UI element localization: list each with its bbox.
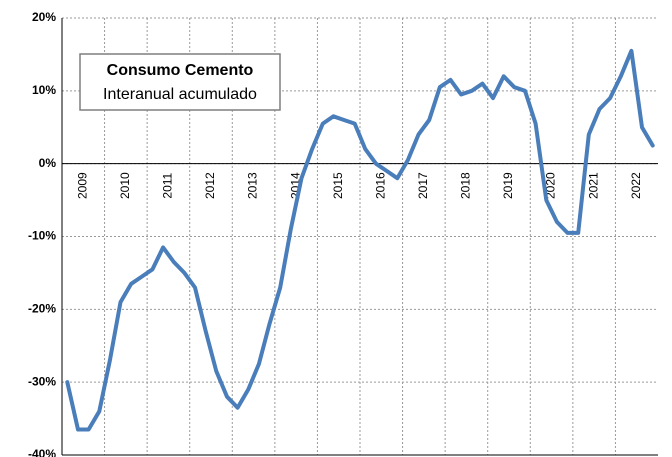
chart-title: Consumo Cemento (107, 62, 254, 79)
title-box (79, 53, 281, 111)
x-tick-label: 2015 (331, 172, 345, 199)
y-tick-label: 0% (39, 156, 57, 170)
x-tick-label: 2017 (416, 172, 430, 199)
y-tick-label: -40% (28, 447, 56, 457)
x-tick-label: 2021 (586, 172, 600, 199)
x-tick-label: 2012 (203, 172, 217, 199)
y-tick-label: 20% (32, 10, 56, 24)
x-tick-label: 2016 (373, 172, 387, 199)
x-tick-label: 2019 (501, 172, 515, 199)
x-tick-label: 2010 (118, 172, 132, 199)
x-tick-label: 2009 (75, 172, 89, 199)
x-tick-label: 2022 (629, 172, 643, 199)
x-tick-label: 2011 (161, 172, 175, 198)
y-tick-label: 10% (32, 83, 56, 97)
chart-subtitle: Interanual acumulado (103, 86, 257, 103)
y-tick-label: -20% (28, 302, 56, 316)
series-line (65, 48, 655, 432)
y-tick-label: -30% (28, 374, 56, 388)
x-tick-label: 2020 (544, 172, 558, 199)
y-tick-label: -10% (28, 229, 56, 243)
x-tick-label: 2013 (246, 172, 260, 199)
x-tick-label: 2018 (459, 172, 473, 199)
